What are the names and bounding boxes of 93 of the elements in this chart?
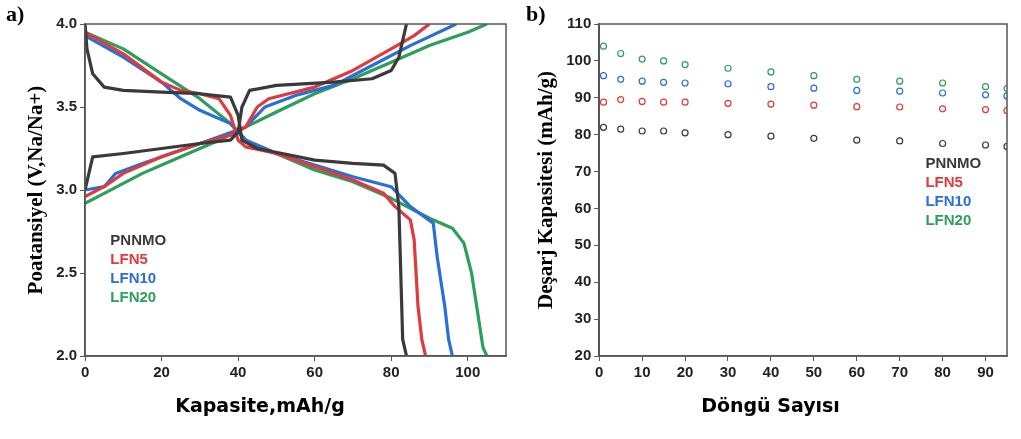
y-tick-label: 50 — [574, 235, 592, 253]
y-tick-label: 60 — [574, 198, 592, 216]
x-tick-label: 0 — [80, 363, 90, 381]
y-axis-title: Poatansiyel (V,Na/Na+) — [23, 85, 48, 295]
point — [810, 72, 818, 80]
point — [638, 127, 646, 135]
point — [617, 49, 625, 58]
point — [638, 77, 646, 85]
point — [681, 129, 689, 137]
y-tick-label: 2.5 — [56, 263, 78, 281]
y-tick-label: 90 — [574, 87, 592, 105]
x-tick-label: 40 — [229, 363, 247, 381]
point — [810, 101, 818, 109]
point — [638, 97, 646, 106]
x-tick-label: 100 — [455, 363, 481, 381]
x-tick-label: 30 — [719, 363, 737, 381]
text: a) — [6, 0, 25, 26]
point — [681, 79, 689, 87]
text: PNNMO — [110, 230, 167, 248]
point — [724, 99, 732, 107]
y-tick-label: 40 — [574, 272, 592, 290]
point — [767, 83, 775, 91]
point — [939, 89, 947, 97]
x-tick-label: 90 — [977, 363, 994, 381]
point — [896, 137, 904, 145]
point — [981, 105, 990, 114]
point — [767, 132, 775, 140]
x-tick-label: 60 — [306, 363, 323, 381]
y-tick-label: 2.0 — [56, 346, 78, 364]
x-axis-title: Döngü Sayısı — [700, 394, 841, 416]
point — [617, 96, 625, 104]
y-tick-label: 30 — [574, 309, 592, 327]
point — [599, 72, 608, 80]
point — [939, 79, 947, 87]
point — [724, 131, 732, 139]
point — [853, 86, 861, 94]
y-tick-label: 20 — [574, 346, 592, 364]
point — [939, 139, 947, 148]
point — [599, 98, 608, 106]
point — [981, 83, 990, 91]
series-label: PNNMO — [925, 154, 982, 172]
y-tick-label: 3.0 — [56, 180, 78, 198]
point — [853, 75, 861, 83]
y-axis-title: Deşarj Kapasitesi (mAh/g) — [533, 71, 558, 309]
x-axis-title: Kapasite,mAh/g — [174, 394, 346, 416]
x-tick-label: 20 — [153, 363, 170, 381]
text: LFN10 — [110, 268, 157, 286]
text: b) — [526, 0, 546, 26]
x-tick-label: 0 — [595, 363, 604, 381]
y-tick-label: 100 — [566, 51, 592, 69]
point — [681, 60, 689, 69]
y-tick-label: 4.0 — [56, 14, 78, 32]
point — [981, 141, 990, 149]
text: LFN20 — [110, 287, 157, 305]
text: LFN10 — [925, 192, 972, 210]
point — [939, 105, 947, 113]
x-tick-label: 20 — [676, 363, 694, 381]
point — [681, 98, 689, 106]
point — [810, 84, 818, 92]
point — [853, 103, 861, 111]
point — [853, 136, 861, 144]
x-tick-label: 50 — [805, 363, 823, 381]
text: LFN5 — [110, 249, 148, 267]
text: LFN20 — [925, 211, 972, 229]
point — [638, 55, 646, 63]
x-tick-label: 60 — [848, 363, 866, 381]
x-tick-label: 40 — [762, 363, 780, 381]
text: LFN5 — [925, 173, 963, 191]
point — [617, 75, 625, 83]
point — [810, 134, 818, 142]
point — [724, 64, 732, 72]
y-tick-label: 70 — [574, 161, 592, 179]
point — [617, 125, 625, 133]
x-tick-label: 10 — [633, 363, 651, 381]
point — [981, 91, 990, 99]
y-tick-label: 110 — [567, 14, 592, 32]
point — [724, 80, 732, 88]
point — [599, 123, 608, 131]
point — [896, 77, 904, 85]
point — [896, 103, 904, 111]
x-tick-label: 80 — [934, 363, 951, 381]
y-tick-label: 3.5 — [56, 97, 78, 115]
point — [767, 100, 775, 108]
point — [660, 57, 668, 65]
point — [599, 42, 608, 50]
y-tick-label: 80 — [574, 124, 592, 142]
point — [660, 127, 668, 135]
point — [896, 87, 904, 95]
x-tick-label: 80 — [382, 363, 400, 381]
point — [660, 98, 668, 106]
x-tick-label: 70 — [891, 363, 909, 381]
point — [660, 78, 668, 86]
point — [767, 68, 775, 76]
